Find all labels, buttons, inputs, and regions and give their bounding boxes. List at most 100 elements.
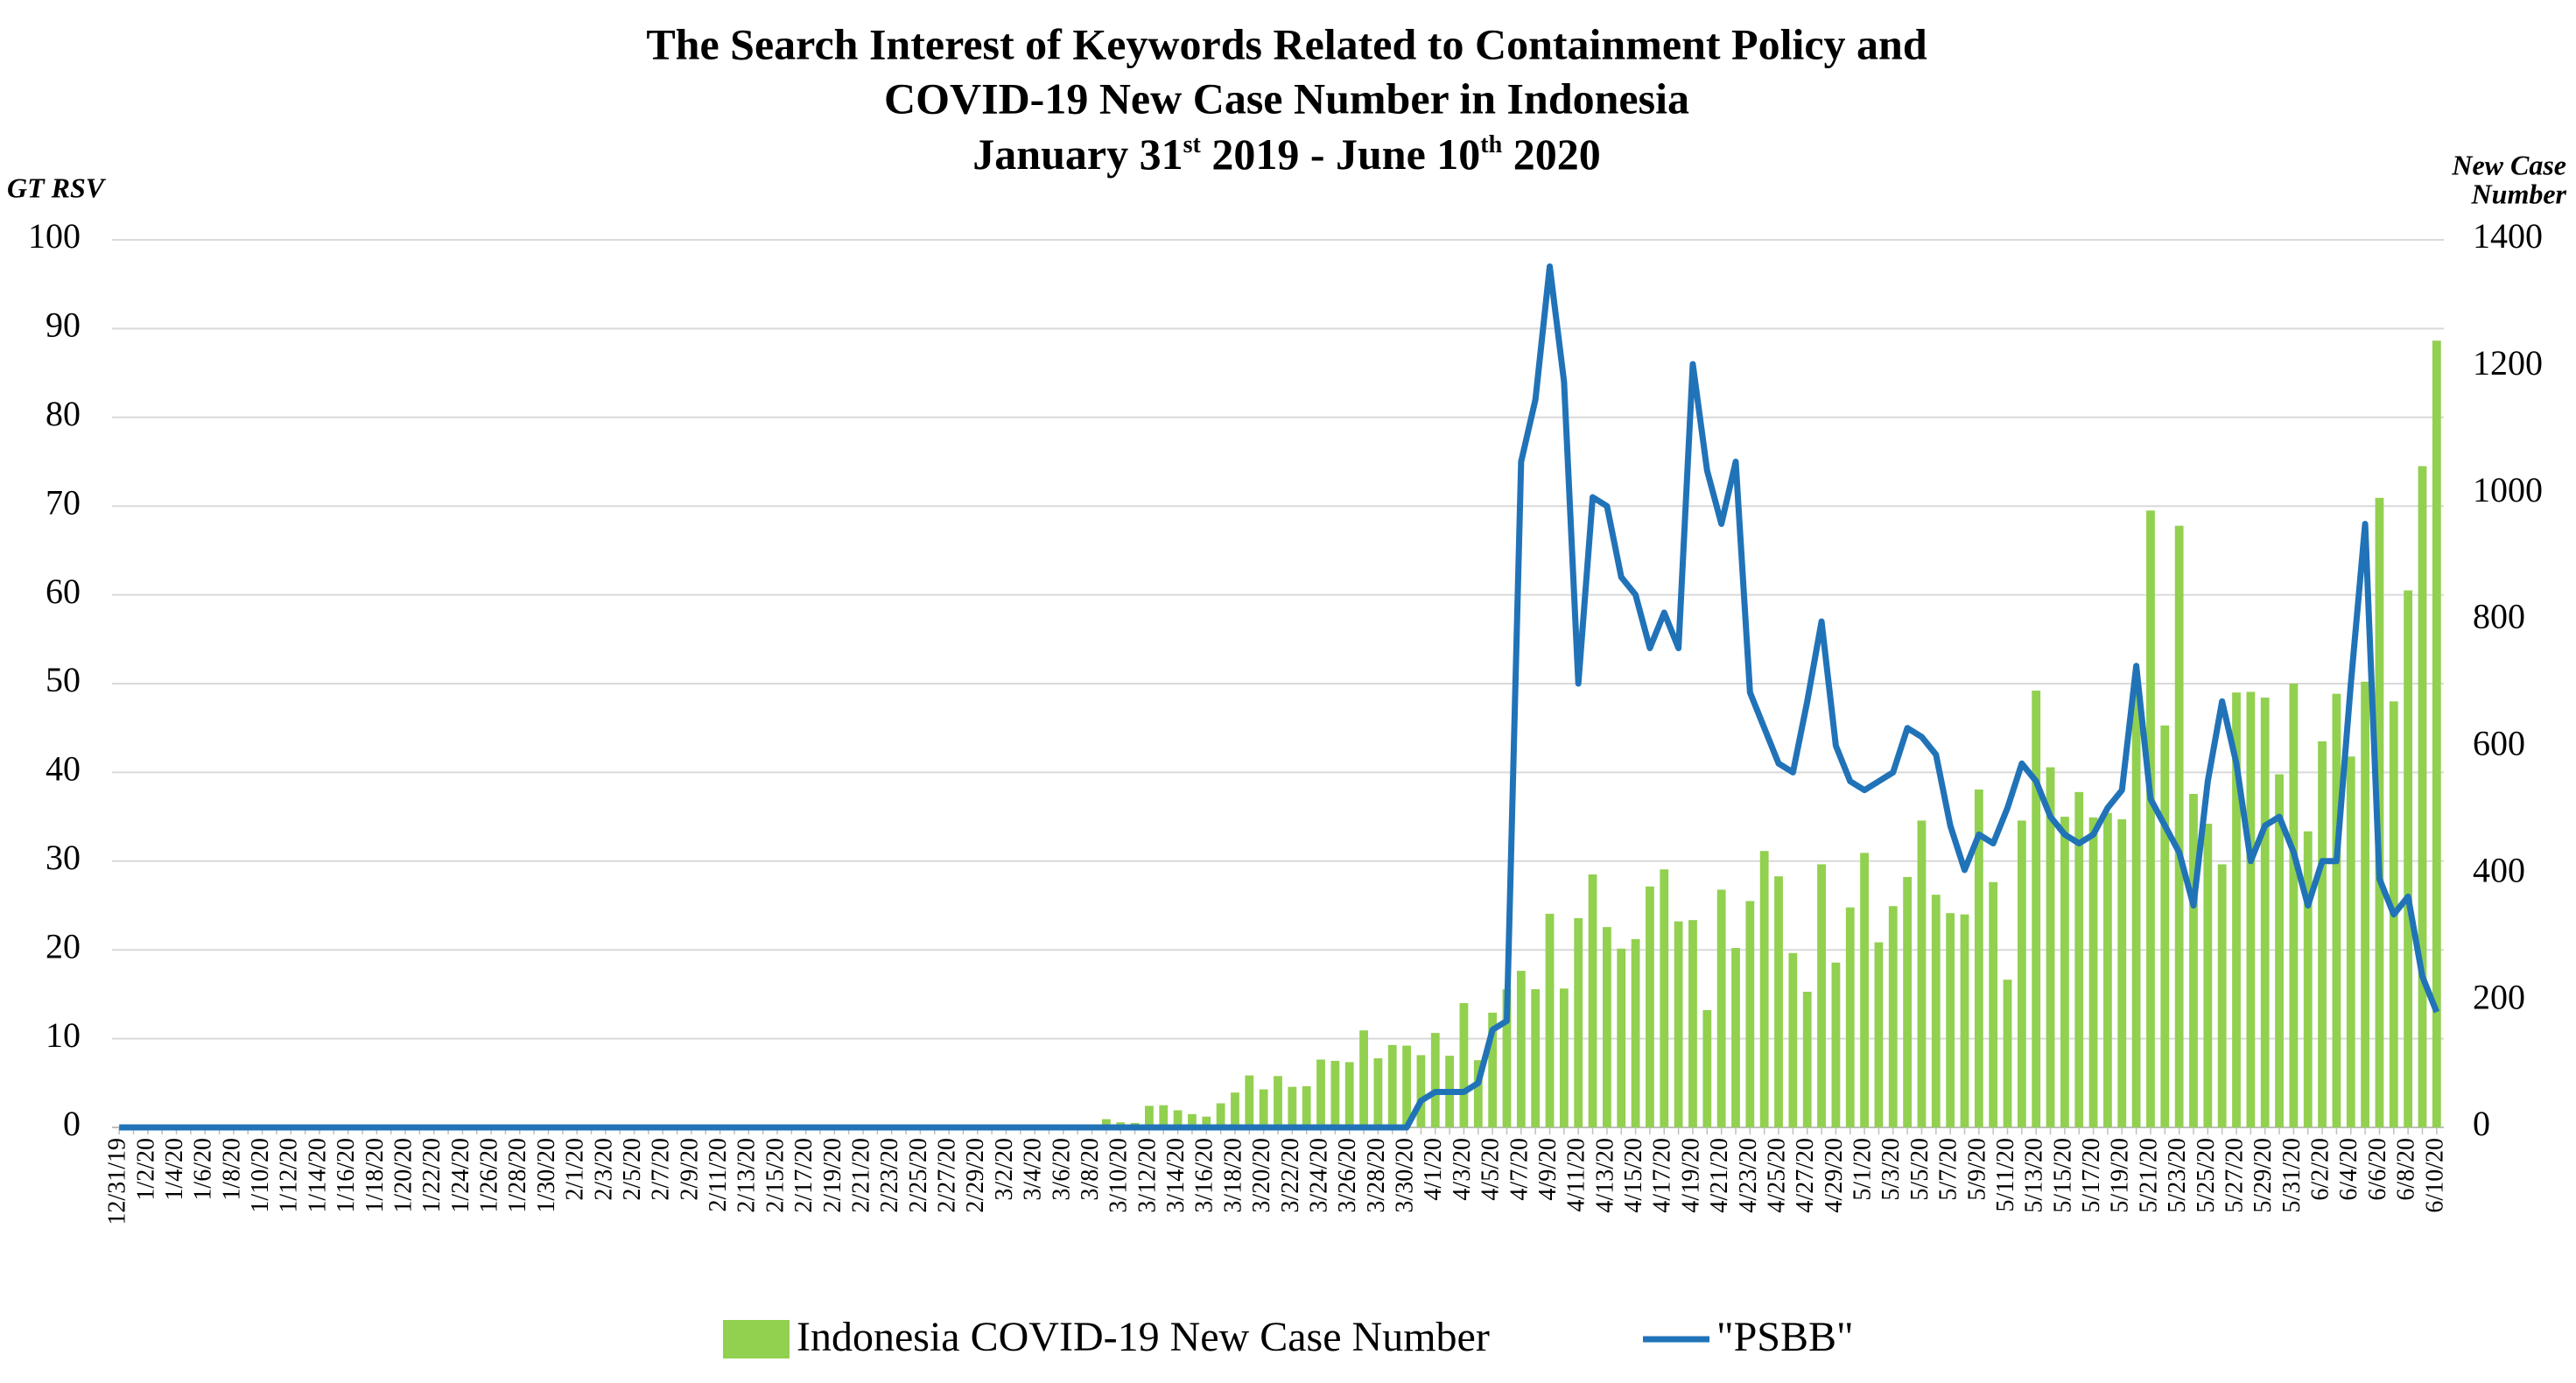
bar [1860,853,1869,1127]
bar [1674,921,1683,1127]
bar [1974,789,1983,1127]
x-tick-label: 3/30/20 [1392,1138,1419,1213]
x-tick-label: 6/8/20 [2393,1138,2420,1201]
bar [1274,1076,1282,1127]
y2-axis-label: Number [2471,178,2567,209]
subtitle-part: 2019 - June 10 [1201,130,1480,179]
x-tick-label: 5/25/20 [2193,1138,2220,1213]
x-tick-label: 2/9/20 [676,1138,703,1201]
bar [2074,791,2084,1127]
x-tick-label: 4/1/20 [1420,1138,1447,1201]
x-tick-label: 3/20/20 [1248,1138,1275,1213]
bar [1430,1033,1440,1127]
x-tick-label: 5/31/20 [2278,1138,2306,1213]
bar [1588,874,1597,1127]
bar [1459,1003,1469,1127]
x-tick-label: 3/16/20 [1191,1138,1218,1213]
bar [2088,817,2098,1127]
bar [1788,952,1798,1127]
legend-label: Indonesia COVID-19 New Case Number [797,1314,1490,1360]
bar [2160,725,2170,1127]
bar [2289,684,2299,1127]
bar [2103,812,2112,1127]
bar [1245,1075,1254,1127]
bar [1216,1103,1225,1127]
bar [2032,690,2041,1127]
bar [1745,901,1755,1127]
bar [1531,989,1541,1127]
y2-tick-label: 1400 [2473,216,2543,256]
x-tick-label: 3/6/20 [1048,1138,1075,1201]
x-tick-label: 1/24/20 [447,1138,474,1213]
y-tick-label: 20 [46,926,81,965]
chart-title: COVID-19 New Case Number in Indonesia [884,74,1689,123]
bar [1359,1030,1368,1127]
y-tick-label: 50 [46,660,81,699]
x-tick-label: 2/27/20 [934,1138,961,1213]
bar [1502,989,1512,1127]
x-tick-label: 6/10/20 [2421,1138,2448,1213]
bar [2217,864,2227,1127]
bar [2203,824,2213,1127]
bar [1831,962,1841,1127]
y2-tick-label: 0 [2473,1104,2490,1143]
bar [1617,948,1626,1127]
bar [1946,913,1955,1127]
legend-swatch [723,1320,790,1358]
bar [1373,1058,1383,1127]
y-tick-label: 90 [46,305,81,345]
bar [1559,988,1569,1127]
bar [2318,741,2327,1127]
y2-tick-label: 800 [2473,597,2525,636]
bar [1631,938,1640,1127]
bar [1702,1010,1712,1127]
bar [2346,756,2355,1127]
x-tick-label: 2/3/20 [590,1138,617,1201]
bar [1688,920,1697,1127]
bar [1874,942,1884,1127]
bar [2404,590,2413,1127]
x-tick-label: 2/23/20 [876,1138,903,1213]
bar [1416,1055,1426,1127]
x-tick-label: 5/27/20 [2221,1138,2248,1213]
x-tick-label: 5/29/20 [2250,1138,2277,1213]
bar [1473,1060,1483,1127]
y2-tick-label: 1200 [2473,343,2543,383]
bar [1716,889,1726,1127]
bar [1188,1113,1197,1127]
x-tick-label: 5/23/20 [2164,1138,2191,1213]
x-tick-label: 2/19/20 [819,1138,846,1213]
x-tick-label: 3/2/20 [991,1138,1018,1201]
bar [1774,876,1783,1127]
bar [1145,1106,1154,1127]
x-tick-label: 4/21/20 [1706,1138,1733,1213]
bar [1202,1116,1211,1127]
y-tick-label: 60 [46,572,81,611]
bar [1731,948,1740,1127]
x-tick-label: 1/6/20 [190,1138,217,1201]
bar [1888,906,1898,1127]
x-tick-label: 4/29/20 [1821,1138,1848,1213]
y-tick-label: 30 [46,838,81,877]
bar [2232,692,2241,1127]
bar [1845,907,1855,1127]
x-tick-label: 1/22/20 [418,1138,446,1213]
y-axis-label: GT RSV [7,172,107,203]
bar [1344,1062,1354,1127]
bar [2246,692,2256,1127]
bar [1101,1119,1111,1127]
x-tick-label: 4/7/20 [1506,1138,1533,1201]
x-tick-label: 5/15/20 [2049,1138,2076,1213]
y2-tick-label: 400 [2473,850,2525,889]
x-tick-label: 4/23/20 [1735,1138,1762,1213]
x-tick-label: 3/8/20 [1077,1138,1104,1201]
x-tick-label: 4/17/20 [1649,1138,1676,1213]
bar [2275,774,2284,1127]
x-tick-label: 1/16/20 [333,1138,360,1213]
x-tick-label: 5/21/20 [2135,1138,2162,1213]
y-tick-label: 80 [46,394,81,433]
bar [1802,992,1812,1127]
x-tick-label: 2/25/20 [905,1138,932,1213]
chart-subtitle: January 31st 2019 - June 10th 2020 [972,130,1600,179]
